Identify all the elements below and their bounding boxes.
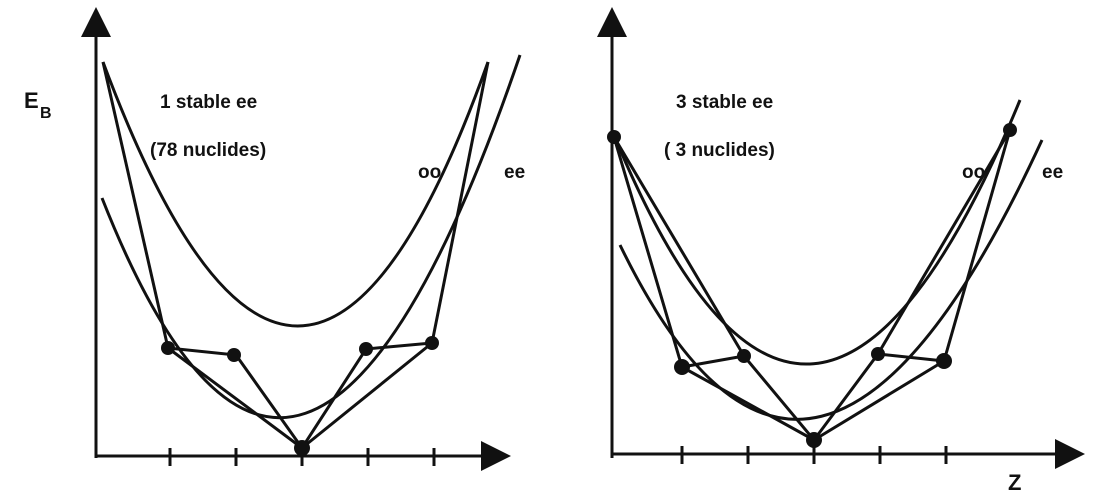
left-label-ee: ee xyxy=(504,162,525,183)
left-ylabel-sub: B xyxy=(40,105,52,122)
right-xlabel: Z xyxy=(1008,470,1021,495)
right-label-oo: oo xyxy=(962,162,985,183)
left-subtitle: (78 nuclides) xyxy=(150,140,266,161)
right-ee-curve xyxy=(618,139,1044,421)
left-ylabel: E xyxy=(24,88,39,113)
left-points xyxy=(161,336,439,456)
right-oo-curve xyxy=(612,99,1022,366)
right-panel: 3 stable ee ( 3 nuclides) oo ee Z xyxy=(597,7,1085,495)
right-connect-line xyxy=(612,129,1012,443)
right-subtitle: ( 3 nuclides) xyxy=(664,140,775,161)
left-oo-curve xyxy=(101,61,490,328)
right-label-ee: ee xyxy=(1042,162,1063,183)
left-label-oo: oo xyxy=(418,162,441,183)
right-title: 3 stable ee xyxy=(676,92,773,113)
left-title: 1 stable ee xyxy=(160,92,257,113)
left-panel: E B 1 stable ee (78 nuclides) oo ee xyxy=(24,7,525,471)
right-x-ticks xyxy=(680,446,948,464)
left-connect-line xyxy=(101,61,490,451)
right-points xyxy=(607,123,1017,448)
